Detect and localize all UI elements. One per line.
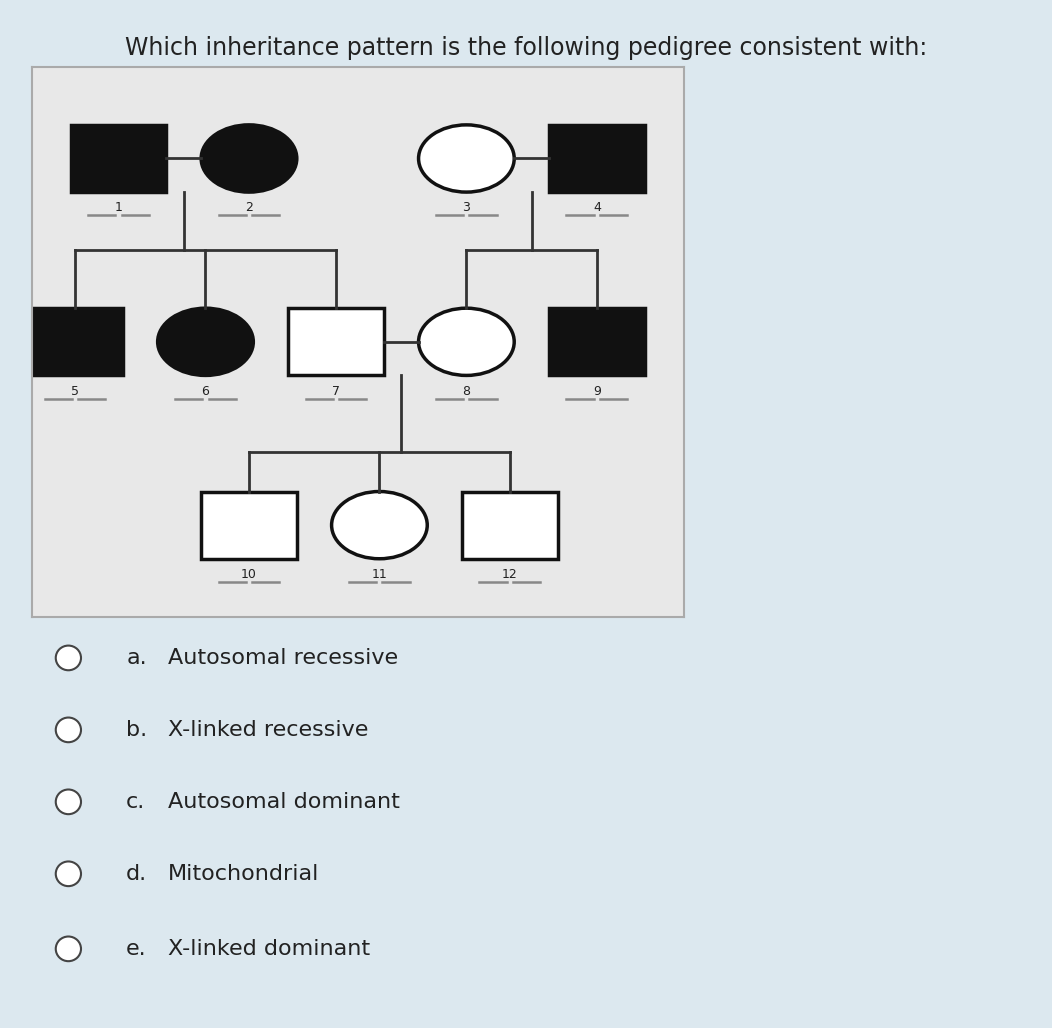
- Text: 3: 3: [463, 201, 470, 214]
- Text: 10: 10: [241, 567, 257, 581]
- Text: Which inheritance pattern is the following pedigree consistent with:: Which inheritance pattern is the followi…: [125, 36, 927, 60]
- Circle shape: [201, 124, 297, 192]
- Text: 12: 12: [502, 567, 518, 581]
- Text: d.: d.: [126, 864, 147, 884]
- Circle shape: [419, 124, 514, 192]
- Text: 4: 4: [593, 201, 601, 214]
- Circle shape: [158, 308, 254, 375]
- Circle shape: [331, 491, 427, 559]
- Text: 7: 7: [332, 384, 340, 398]
- Text: c.: c.: [126, 792, 145, 812]
- Text: 8: 8: [463, 384, 470, 398]
- Text: 1: 1: [115, 201, 122, 214]
- FancyBboxPatch shape: [549, 124, 645, 192]
- Text: X-linked dominant: X-linked dominant: [168, 939, 370, 959]
- Circle shape: [419, 308, 514, 375]
- Text: Autosomal recessive: Autosomal recessive: [168, 648, 399, 668]
- FancyBboxPatch shape: [462, 491, 558, 559]
- FancyBboxPatch shape: [70, 124, 166, 192]
- Text: 11: 11: [371, 567, 387, 581]
- Text: 6: 6: [202, 384, 209, 398]
- FancyBboxPatch shape: [201, 491, 297, 559]
- Text: Mitochondrial: Mitochondrial: [168, 864, 320, 884]
- Text: b.: b.: [126, 720, 147, 740]
- Text: a.: a.: [126, 648, 147, 668]
- Text: 5: 5: [72, 384, 79, 398]
- Text: e.: e.: [126, 939, 147, 959]
- FancyBboxPatch shape: [288, 308, 384, 375]
- Text: Autosomal dominant: Autosomal dominant: [168, 792, 400, 812]
- Text: 9: 9: [593, 384, 601, 398]
- Text: 2: 2: [245, 201, 252, 214]
- Text: X-linked recessive: X-linked recessive: [168, 720, 368, 740]
- FancyBboxPatch shape: [549, 308, 645, 375]
- FancyBboxPatch shape: [27, 308, 123, 375]
